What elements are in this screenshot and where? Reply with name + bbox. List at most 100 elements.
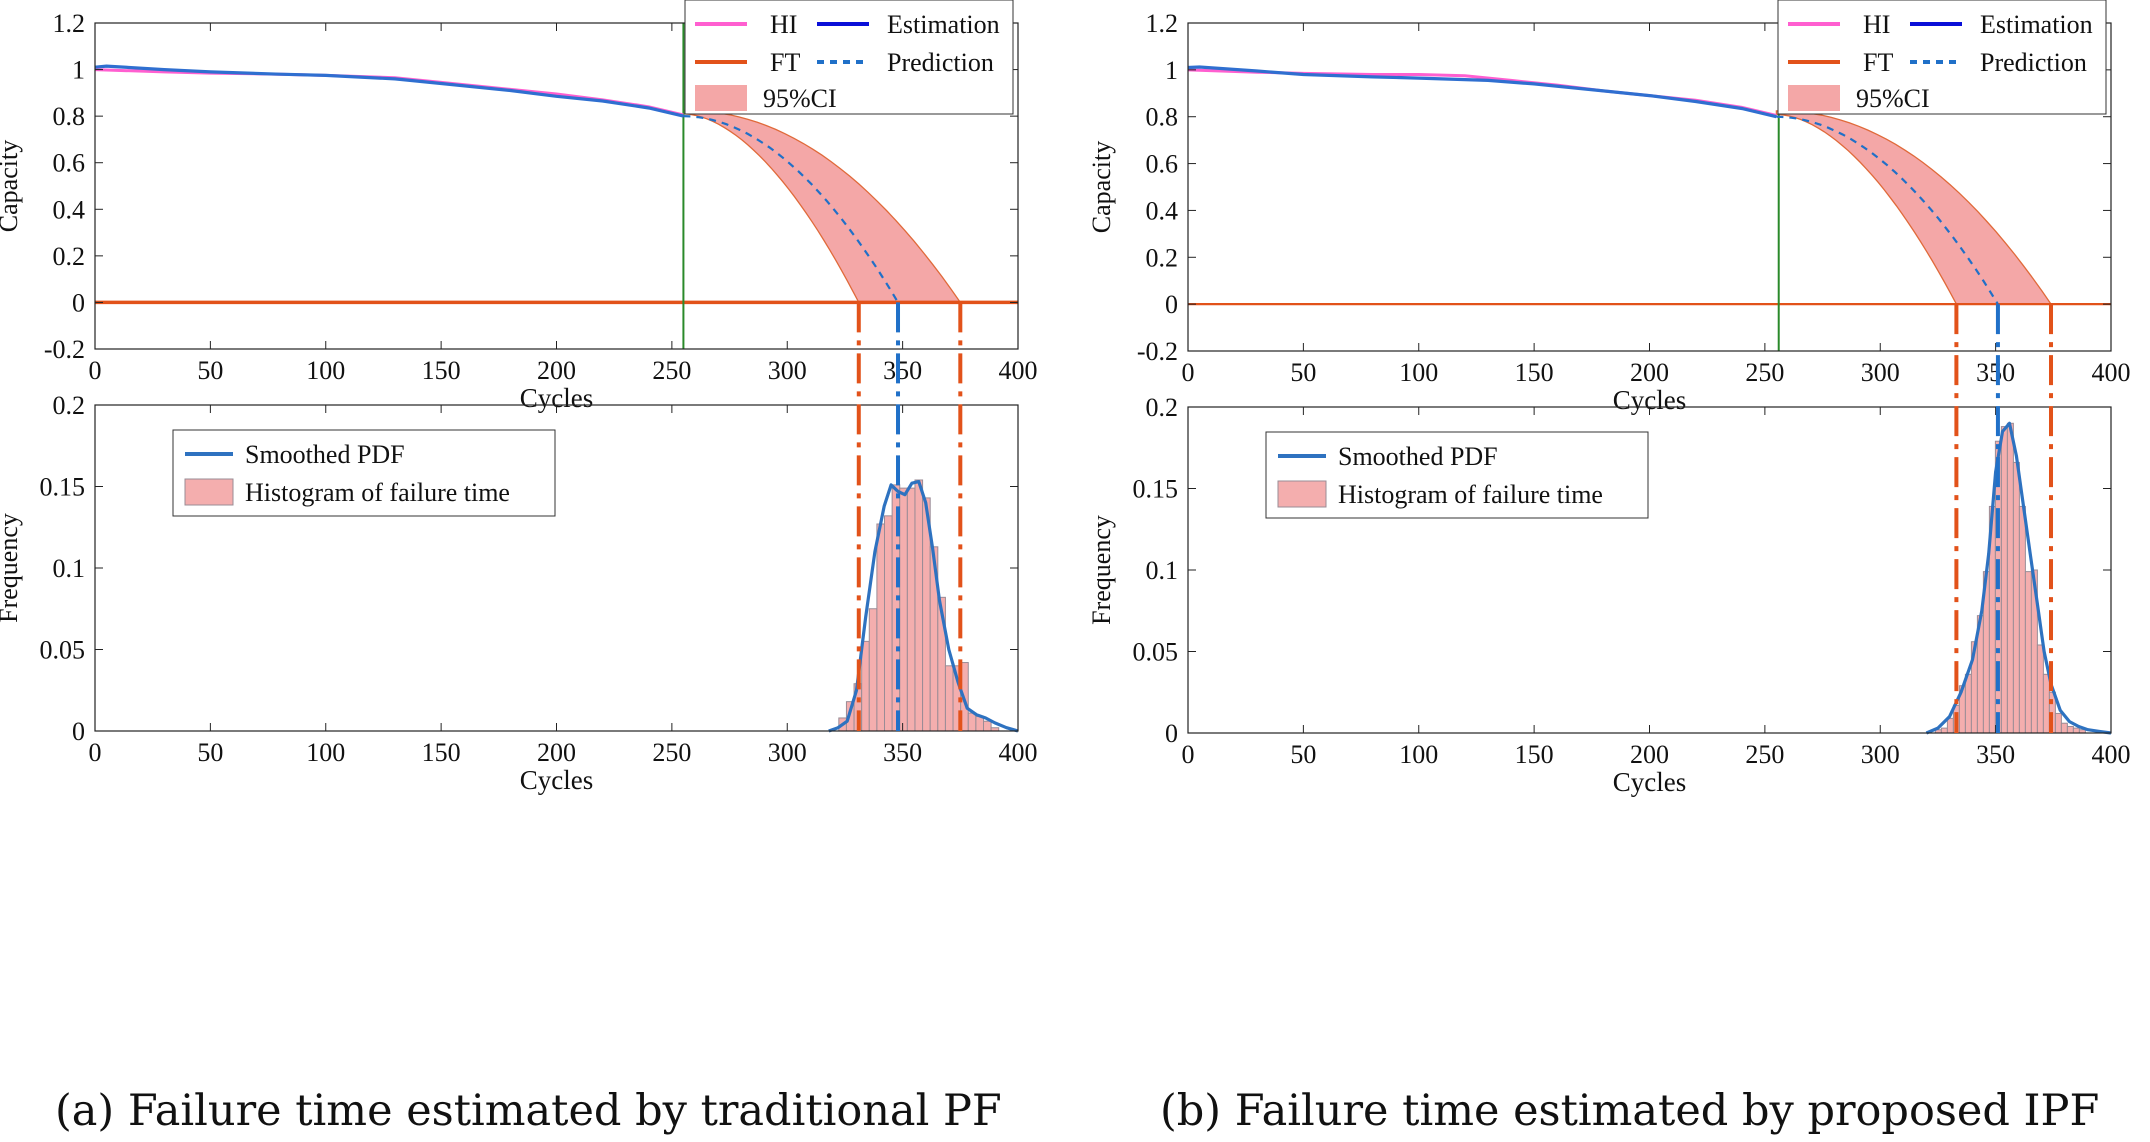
- y-tick-label: 1.2: [53, 9, 86, 38]
- x-tick-label: 200: [537, 738, 576, 767]
- x-tick-label: 200: [1630, 740, 1669, 769]
- estimation-line: [94, 64, 684, 118]
- x-tick-label: 400: [999, 738, 1038, 767]
- x-tick-label: 350: [1976, 740, 2015, 769]
- capacity-chart-b: [1187, 23, 2111, 351]
- axes-a-frequency: 0 50 100 150 200 250 300 350 400 0 0.05 0.1 0.15 0.2 C…: [0, 391, 1038, 795]
- y-tick-label: 0: [72, 717, 85, 746]
- x-tick-label: 150: [422, 356, 461, 385]
- x-tick-label: 100: [1399, 358, 1438, 387]
- legend-entry: HI: [1788, 10, 1890, 39]
- legend-label: Smoothed PDF: [1338, 442, 1498, 471]
- histogram-bar: [2024, 571, 2032, 734]
- histogram-bar: [2006, 422, 2014, 734]
- histogram-bar: [2054, 712, 2062, 734]
- y-tick-label: 0: [1165, 719, 1178, 748]
- histogram-bar: [906, 487, 916, 732]
- x-tick-label: 400: [2092, 740, 2131, 769]
- axes-a-capacity: 0 50 100 150 200 250 300 350 400-0.200.20.40.60.…: [0, 9, 1038, 413]
- capacity-chart-a: [94, 23, 1018, 349]
- legend-a: HI Estimation FT Prediction 95%CI: [684, 0, 1014, 115]
- y-tick-label: 0.15: [1133, 475, 1179, 504]
- y-tick-label: 1: [1165, 56, 1178, 85]
- x-tick-label: 300: [768, 738, 807, 767]
- legend-label: Prediction: [1980, 48, 2087, 77]
- smoothed-pdf-line: [828, 480, 1019, 733]
- legend-label: FT: [1863, 48, 1893, 77]
- smoothed-pdf-line: [1925, 421, 2112, 735]
- estimation-line: [1187, 65, 1777, 119]
- legend-label: Smoothed PDF: [245, 440, 405, 469]
- legend-entry: Prediction: [1910, 48, 2087, 77]
- histogram-bar: [884, 515, 893, 732]
- histogram-bar: [983, 720, 992, 732]
- y-tick-label: 0.2: [1146, 243, 1179, 272]
- y-tick-label: 0.6: [53, 149, 86, 178]
- histogram-bar: [975, 715, 985, 732]
- failure-time-markers-b: [1954, 304, 2054, 733]
- legend-label: Estimation: [1980, 10, 2093, 39]
- x-tick-label: 250: [652, 356, 691, 385]
- x-tick-label: 300: [1861, 740, 1900, 769]
- y-axis-label: Capacity: [1087, 141, 1116, 233]
- axes-b-capacity: 0 50 100 150 200 250 300 350 400-0.200.20.40.60.…: [1087, 9, 2131, 415]
- legend-b: Smoothed PDF Histogram of failure time: [1265, 431, 1649, 519]
- y-axis-label: Frequency: [0, 513, 23, 623]
- legend-label: 95%CI: [763, 84, 837, 113]
- y-tick-label: 0: [1165, 290, 1178, 319]
- y-tick-label: 0.8: [53, 102, 86, 131]
- ci-band: [682, 109, 962, 304]
- legend-box: [172, 429, 556, 517]
- prediction-line: [1776, 115, 1999, 305]
- x-tick-label: 250: [652, 738, 691, 767]
- legend-b: HI Estimation FT Prediction 95%CI: [1777, 0, 2107, 115]
- y-tick-label: 0.15: [40, 473, 86, 502]
- legend-entry: 95%CI: [695, 84, 837, 113]
- legend-entry: Smoothed PDF: [185, 440, 405, 469]
- histogram-bar: [944, 665, 954, 732]
- x-tick-label: 50: [197, 738, 223, 767]
- y-tick-label: -0.2: [1137, 337, 1178, 366]
- y-tick-label: 0.4: [1146, 196, 1179, 225]
- x-tick-label: 400: [2092, 358, 2131, 387]
- x-tick-label: 250: [1745, 358, 1784, 387]
- x-tick-label: 300: [768, 356, 807, 385]
- y-tick-label: 0.1: [53, 554, 86, 583]
- histogram-bar: [2072, 727, 2080, 734]
- legend-swatch: [695, 85, 747, 111]
- y-tick-label: 0.2: [53, 391, 86, 420]
- x-tick-label: 150: [1515, 358, 1554, 387]
- x-axis-label: Cycles: [1613, 767, 1687, 797]
- legend-entry: FT: [695, 48, 800, 77]
- x-tick-label: 100: [306, 356, 345, 385]
- x-tick-label: 0: [1182, 740, 1195, 769]
- caption-b: (b) Failure time estimated by proposed I…: [1160, 1086, 2099, 1136]
- x-tick-label: 250: [1745, 740, 1784, 769]
- x-tick-label: 200: [1630, 358, 1669, 387]
- y-axis-label: Frequency: [1087, 515, 1116, 625]
- legend-entry: Histogram of failure time: [184, 478, 510, 507]
- x-tick-label: 200: [537, 356, 576, 385]
- legend-entry: FT: [1788, 48, 1893, 77]
- histogram-bar: [2042, 673, 2050, 734]
- ci-band: [1775, 110, 2053, 305]
- histogram-bar: [1940, 727, 1948, 734]
- legend-label: Histogram of failure time: [245, 478, 510, 507]
- hi-line: [1187, 68, 1777, 117]
- chart-layer: 0 50 100 150 200 250 300 350 400-0.200.20.40.60.…: [0, 0, 2131, 797]
- y-tick-label: 0.2: [53, 242, 86, 271]
- x-tick-label: 350: [883, 738, 922, 767]
- legend-swatch: [1788, 85, 1840, 111]
- legend-swatch: [184, 478, 234, 506]
- histogram-bar: [861, 640, 870, 732]
- y-tick-label: -0.2: [44, 335, 85, 364]
- histogram-bar: [967, 712, 977, 732]
- histogram-bar: [2036, 644, 2044, 734]
- x-tick-label: 300: [1861, 358, 1900, 387]
- histogram-bar: [2012, 461, 2020, 734]
- histogram-bar: [2066, 725, 2074, 734]
- x-tick-label: 50: [197, 356, 223, 385]
- y-tick-label: 0.4: [53, 195, 86, 224]
- x-tick-label: 0: [89, 356, 102, 385]
